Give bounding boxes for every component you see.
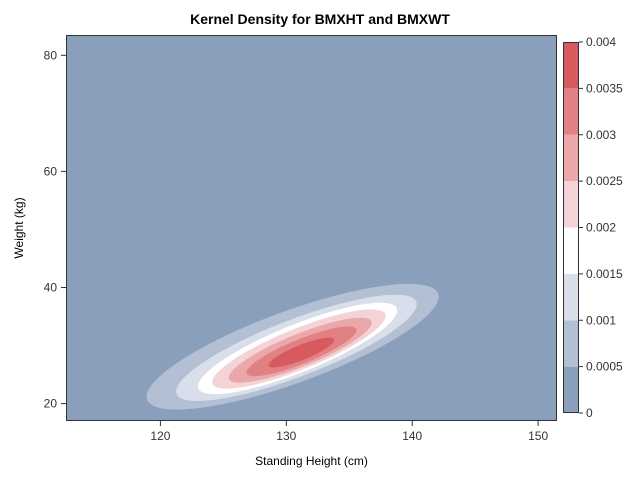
colorbar-tick-label: 0.001 [586,313,616,327]
colorbar-band [563,227,579,274]
colorbar-tick-label: 0.0035 [586,81,623,95]
x-tick-label: 140 [402,429,422,443]
colorbar-band [563,42,579,89]
y-axis-label: Weight (kg) [12,197,26,258]
plot-area [66,35,557,421]
colorbar-band [563,181,579,228]
colorbar-tick-label: 0.0025 [586,174,623,188]
colorbar-legend: 0 0.0005 0.001 0.0015 0.002 0.0025 0.003 0.0035… [563,35,623,420]
y-tick-label: 80 [44,48,58,62]
contour-level-0-0035 [268,337,335,368]
colorbar-tick-label: 0 [586,406,593,420]
colorbar-tick-label: 0.004 [586,35,616,49]
x-axis: 120 130 140 150 [150,421,548,443]
colorbar-band [563,366,579,414]
y-tick-label: 20 [44,397,58,411]
colorbar-tick-label: 0.0015 [586,267,623,281]
colorbar-tick-label: 0.003 [586,128,616,142]
colorbar-band [563,88,579,135]
chart-title: Kernel Density for BMXHT and BMXWT [190,11,450,27]
colorbar-band [563,320,579,367]
x-axis-label: Standing Height (cm) [255,454,368,468]
x-tick-label: 120 [150,429,170,443]
colorbar-tick-label: 0.002 [586,221,616,235]
colorbar-frame [563,42,579,413]
y-axis: 20 40 60 80 [44,48,66,411]
colorbar-band [563,134,579,182]
plot-frame [66,35,557,421]
colorbar-band [563,273,579,321]
y-tick-label: 60 [44,164,58,178]
y-tick-label: 40 [44,280,58,294]
x-tick-label: 150 [528,429,548,443]
contour-bands [146,283,439,410]
x-tick-label: 130 [276,429,296,443]
colorbar-tick-label: 0.0005 [586,360,623,374]
